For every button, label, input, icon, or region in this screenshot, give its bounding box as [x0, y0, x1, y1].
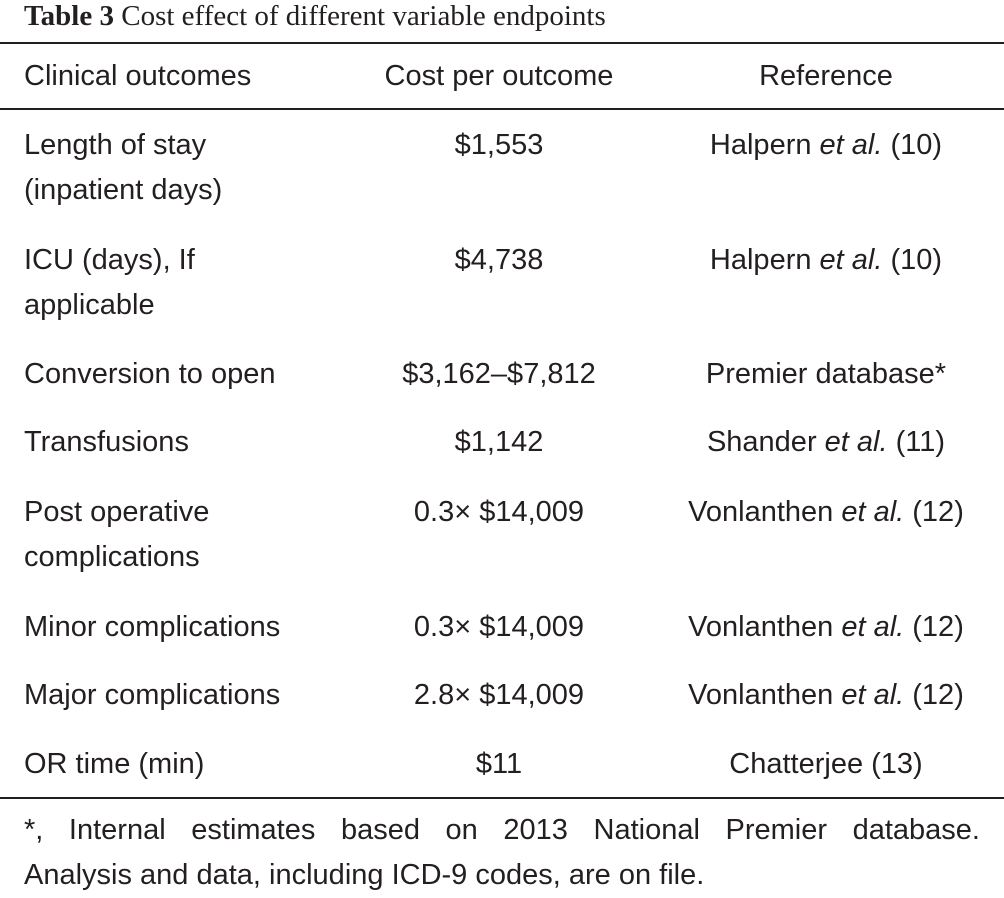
reference-author: Vonlanthen	[688, 679, 834, 711]
reference-author: Halpern	[709, 129, 812, 161]
reference-etal: et al.	[833, 496, 905, 528]
reference-author: Vonlanthen	[688, 496, 834, 528]
reference-author: Halpern	[709, 244, 812, 276]
reference-number: (10)	[882, 244, 943, 276]
reference-number: (12)	[904, 611, 964, 643]
reference-number: (12)	[904, 496, 964, 528]
outcome-cell: ICU (days), If applicable	[24, 238, 354, 328]
table-title: Cost effect of different variable endpoi…	[121, 0, 606, 32]
reference-etal: et al.	[811, 244, 883, 276]
cost-cell: $1,142	[454, 426, 544, 458]
cost-cell: 0.3× $14,009	[413, 611, 585, 643]
reference-etal: et al.	[833, 611, 905, 643]
cost-cell: 0.3× $14,009	[413, 496, 585, 528]
reference-author: Chatterjee (13)	[729, 748, 923, 780]
reference-etal: et al.	[811, 129, 883, 161]
bottom-rule	[0, 797, 1004, 799]
reference-cell: Premier database*	[652, 352, 1000, 397]
outcome-cell: OR time (min)	[24, 748, 205, 780]
outcome-cell: Minor complications	[24, 611, 281, 643]
cost-cell: $11	[475, 748, 523, 780]
footnote-line: *, Internal estimates based on 2013 Nati…	[24, 814, 980, 846]
header-reference: Reference	[759, 60, 893, 92]
reference-etal: et al.	[833, 679, 905, 711]
outcome-cell: Post operative complications	[24, 490, 354, 580]
footnote-line: Analysis and data, including ICD-9 codes…	[24, 859, 705, 891]
reference-number: (12)	[904, 679, 964, 711]
table-footnote: *, Internal estimates based on 2013 Nati…	[24, 808, 980, 898]
reference-number: (10)	[882, 129, 943, 161]
reference-author: Shander	[706, 426, 817, 458]
cost-cell: $3,162–$7,812	[402, 358, 596, 390]
reference-number: (11)	[887, 426, 946, 458]
reference-cell: Shander et al. (11)	[652, 420, 1000, 465]
outcome-line: Post operative	[24, 496, 210, 528]
reference-author: Premier database*	[705, 358, 947, 390]
reference-cell: Vonlanthen et al. (12)	[652, 605, 1000, 650]
reference-cell: Halpern et al. (10)	[652, 123, 1000, 168]
header-cost-per-outcome: Cost per outcome	[384, 60, 614, 92]
reference-cell: Halpern et al. (10)	[652, 238, 1000, 283]
cost-cell: 2.8× $14,009	[413, 679, 585, 711]
reference-author: Vonlanthen	[688, 611, 834, 643]
table-caption: Table 3 Cost effect of different variabl…	[24, 0, 606, 36]
outcome-line: Length of stay	[24, 129, 207, 161]
outcome-line: ICU (days), If	[24, 244, 195, 276]
table-label: Table 3	[24, 0, 114, 32]
reference-cell: Vonlanthen et al. (12)	[652, 673, 1000, 718]
outcome-cell: Length of stay (inpatient days)	[24, 123, 354, 213]
outcome-cell: Major complications	[24, 679, 281, 711]
header-clinical-outcomes: Clinical outcomes	[24, 60, 252, 92]
outcome-line: complications	[24, 541, 200, 573]
top-rule	[0, 42, 1004, 44]
reference-cell: Chatterjee (13)	[652, 742, 1000, 787]
outcome-cell: Conversion to open	[24, 358, 276, 390]
outcome-cell: Transfusions	[24, 426, 189, 458]
header-rule	[0, 108, 1004, 110]
outcome-line: (inpatient days)	[24, 174, 223, 206]
reference-etal: et al.	[816, 426, 888, 458]
outcome-line: applicable	[24, 289, 155, 321]
cost-cell: $4,738	[454, 244, 544, 276]
cost-cell: $1,553	[454, 129, 544, 161]
reference-cell: Vonlanthen et al. (12)	[652, 490, 1000, 535]
